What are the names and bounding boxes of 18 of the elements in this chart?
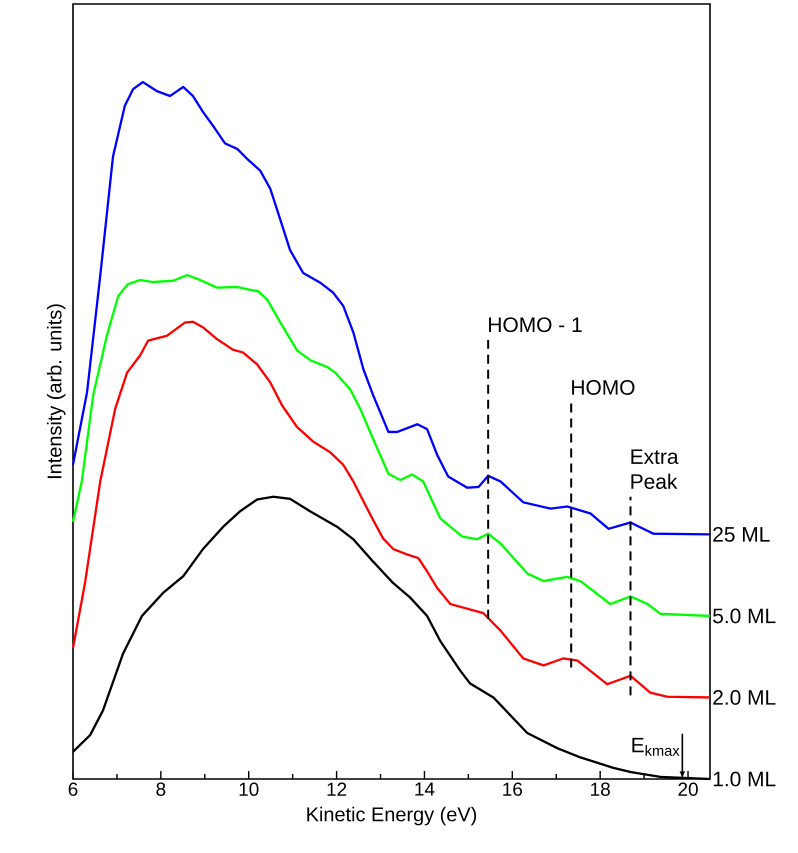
x-tick-label: 20 (678, 782, 698, 796)
x-tick-label: 16 (503, 782, 522, 796)
x-tick-label: 12 (328, 782, 346, 796)
ref-line-label: HOMO (572, 380, 634, 395)
series-label: 25 ML (713, 526, 770, 542)
ref-line-label: HOMO - 1 (489, 317, 582, 332)
series-label: 2.0 ML (713, 690, 776, 705)
annotation: E$_{kmax}$ (632, 738, 680, 756)
x-tick-label: 8 (156, 782, 166, 796)
x-tick-label: 10 (240, 782, 259, 796)
x-tick-label: 18 (591, 782, 610, 796)
series-label: 5.0 ML (713, 608, 776, 624)
x-axis-title: Kinetic Energy (eV) (307, 806, 476, 826)
y-axis-title: Intensity (arb. units) (46, 304, 66, 478)
legend-label: 1.0 ML (714, 772, 776, 786)
ref-line-label: Extra Peak (631, 449, 679, 489)
x-tick-label: 14 (415, 782, 434, 796)
x-tick-label: 6 (68, 782, 78, 796)
